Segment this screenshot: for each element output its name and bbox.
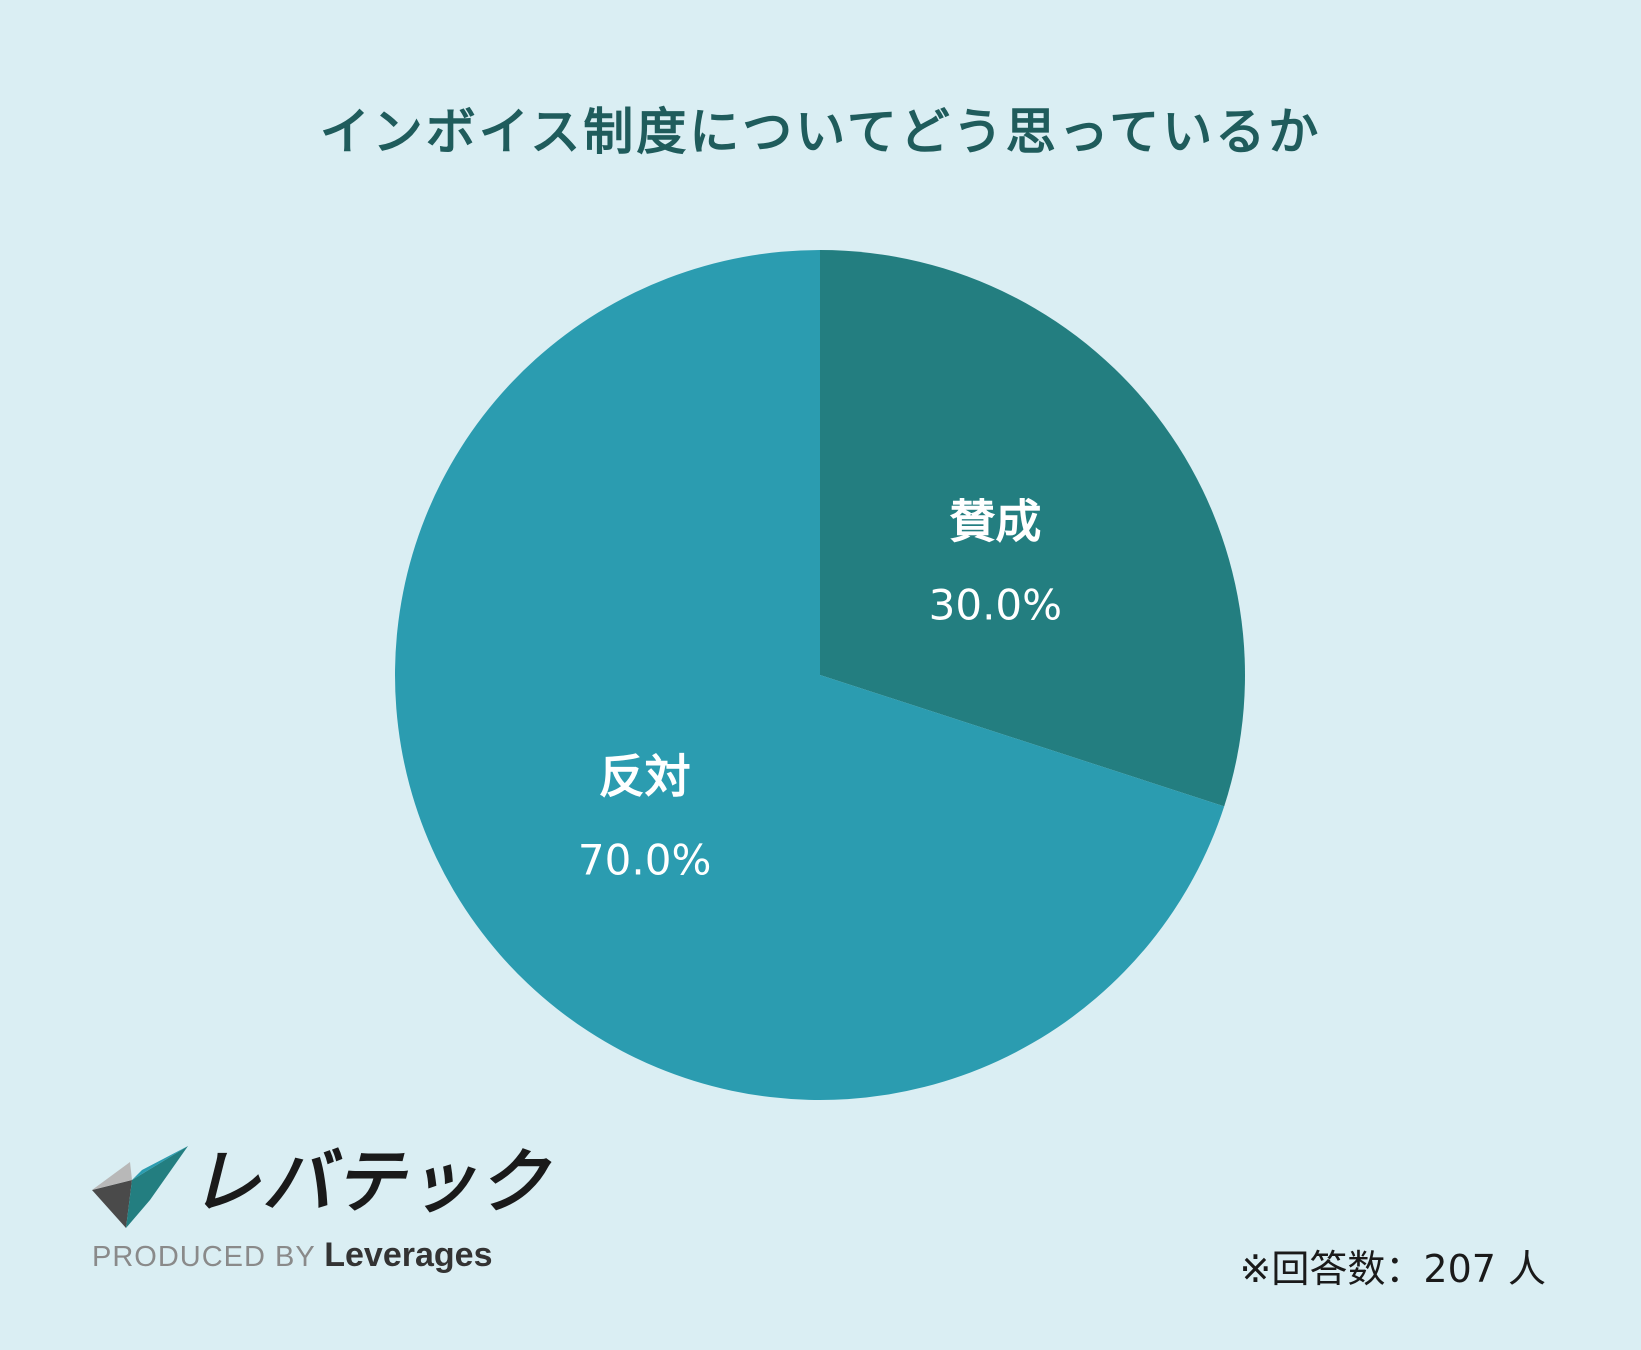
chart-title: インボイス制度についてどう思っているか <box>319 103 1322 161</box>
respondent-count-note: ※回答数：207 人 <box>1239 1247 1546 1291</box>
logo-wordmark: レバテック <box>190 1141 550 1223</box>
slice-label-1: 反対 <box>599 749 691 803</box>
leverages-logo: レバテック PRODUCED BY Leverages <box>90 1140 548 1280</box>
checkmark-logo-icon <box>92 1146 188 1228</box>
produced-by-label: PRODUCED BY <box>92 1241 316 1273</box>
slice-value-label-1: 70.0% <box>578 835 711 884</box>
pie-labels: 賛成 30.0% 反対 70.0% <box>578 495 1062 885</box>
pie-slices <box>394 250 1245 1101</box>
company-name: Leverages <box>324 1236 493 1274</box>
pie-slice-1 <box>394 250 1225 1101</box>
produced-by-line: PRODUCED BY Leverages <box>92 1236 492 1275</box>
slice-label-0: 賛成 <box>949 495 1041 549</box>
pie-slice-0 <box>820 250 1245 807</box>
slice-value-label-0: 30.0% <box>929 581 1062 630</box>
